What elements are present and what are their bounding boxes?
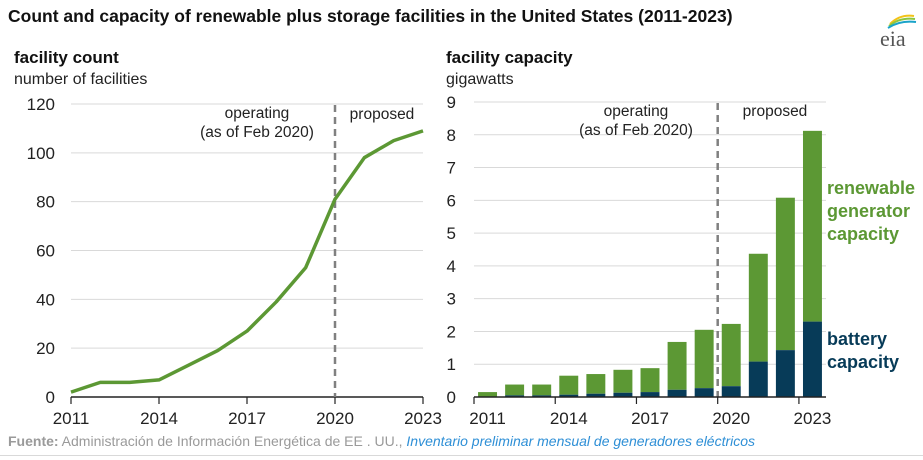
renewable-bar bbox=[748, 253, 768, 362]
renewable-bar bbox=[694, 329, 714, 389]
eia-logo-text: eia bbox=[880, 26, 906, 51]
x-tick-label: 2011 bbox=[53, 409, 90, 428]
operating-label: operating bbox=[604, 103, 669, 120]
count-panel-title: facility count bbox=[14, 48, 119, 67]
x-tick-label: 2020 bbox=[316, 409, 354, 428]
source-note: Fuente: Administración de Información En… bbox=[8, 433, 755, 449]
legend-renewable-label: capacity bbox=[827, 224, 899, 244]
x-tick-label: 2020 bbox=[712, 409, 750, 428]
y-tick-label: 20 bbox=[36, 339, 55, 358]
x-tick-label: 2011 bbox=[469, 409, 506, 428]
operating-date-label: (as of Feb 2020) bbox=[200, 124, 314, 141]
proposed-label: proposed bbox=[350, 106, 415, 123]
renewable-bar bbox=[478, 392, 498, 397]
renewable-bar bbox=[613, 369, 633, 393]
legend-battery-label: battery bbox=[827, 329, 887, 349]
x-tick-label: 2017 bbox=[228, 409, 266, 428]
y-tick-label: 4 bbox=[447, 257, 456, 276]
battery-bar bbox=[748, 361, 768, 397]
legend-battery-label: capacity bbox=[827, 352, 899, 372]
renewable-bar bbox=[775, 197, 795, 351]
y-tick-label: 2 bbox=[447, 322, 456, 341]
renewable-bar bbox=[586, 374, 606, 394]
proposed-label: proposed bbox=[743, 103, 808, 120]
y-tick-label: 5 bbox=[447, 224, 456, 243]
x-tick-label: 2017 bbox=[631, 409, 669, 428]
eia-logo-icon: eia bbox=[880, 14, 917, 51]
chart-title: Count and capacity of renewable plus sto… bbox=[8, 6, 733, 26]
y-tick-label: 0 bbox=[447, 388, 456, 407]
capacity-panel-subtitle: gigawatts bbox=[446, 71, 514, 88]
y-tick-label: 80 bbox=[36, 193, 55, 212]
renewable-bar bbox=[532, 384, 552, 396]
y-tick-label: 0 bbox=[46, 388, 55, 407]
renewable-bar bbox=[559, 375, 579, 395]
legend-renewable-label: generator bbox=[827, 201, 910, 221]
battery-bar bbox=[640, 392, 660, 397]
count-panel-subtitle: number of facilities bbox=[14, 71, 147, 88]
y-tick-label: 100 bbox=[27, 144, 55, 163]
y-tick-label: 6 bbox=[447, 191, 456, 210]
x-tick-label: 2014 bbox=[550, 409, 588, 428]
capacity-bar-chart: 0 1 2 3 4 5 6 7 8 9 2011 2014 2017 2020 2023 operating (… bbox=[447, 93, 916, 428]
facility-count-line bbox=[70, 129, 424, 394]
renewable-bar bbox=[640, 368, 660, 393]
y-tick-label: 7 bbox=[447, 159, 456, 178]
x-tick-label: 2014 bbox=[140, 409, 178, 428]
battery-bar bbox=[667, 389, 687, 397]
battery-bar bbox=[802, 321, 822, 397]
y-tick-label: 8 bbox=[447, 126, 456, 145]
capacity-panel-title: facility capacity bbox=[446, 48, 573, 67]
y-tick-label: 9 bbox=[447, 93, 456, 112]
y-tick-label: 1 bbox=[447, 355, 456, 374]
battery-bar bbox=[586, 393, 606, 397]
footer-divider bbox=[0, 455, 923, 456]
legend-renewable-label: renewable bbox=[827, 178, 915, 198]
battery-bar bbox=[694, 388, 714, 397]
battery-bar bbox=[721, 386, 741, 397]
source-label: Fuente: bbox=[8, 433, 59, 449]
renewable-bar bbox=[667, 341, 687, 390]
y-tick-label: 60 bbox=[36, 242, 55, 261]
x-tick-label: 2023 bbox=[404, 409, 442, 428]
x-tick-label: 2023 bbox=[794, 409, 832, 428]
battery-bar bbox=[775, 350, 795, 397]
source-text: Administración de Información Energética… bbox=[58, 433, 407, 449]
count-line-chart: 0 20 40 60 80 100 120 2011 2014 2017 2020 2023 opera… bbox=[27, 95, 442, 428]
battery-bar bbox=[505, 395, 525, 397]
renewable-bar bbox=[802, 130, 822, 322]
renewable-bar bbox=[505, 384, 525, 396]
operating-date-label: (as of Feb 2020) bbox=[579, 122, 693, 139]
battery-bar bbox=[559, 394, 579, 397]
y-tick-label: 3 bbox=[447, 290, 456, 309]
battery-bar bbox=[613, 392, 633, 397]
y-tick-label: 40 bbox=[36, 290, 55, 309]
charts-canvas: facility count number of facilities faci… bbox=[14, 48, 916, 428]
battery-bar bbox=[532, 395, 552, 397]
renewable-bar bbox=[721, 323, 741, 387]
operating-label: operating bbox=[225, 105, 290, 122]
source-link[interactable]: Inventario preliminar mensual de generad… bbox=[406, 433, 756, 449]
y-tick-label: 120 bbox=[27, 95, 55, 114]
